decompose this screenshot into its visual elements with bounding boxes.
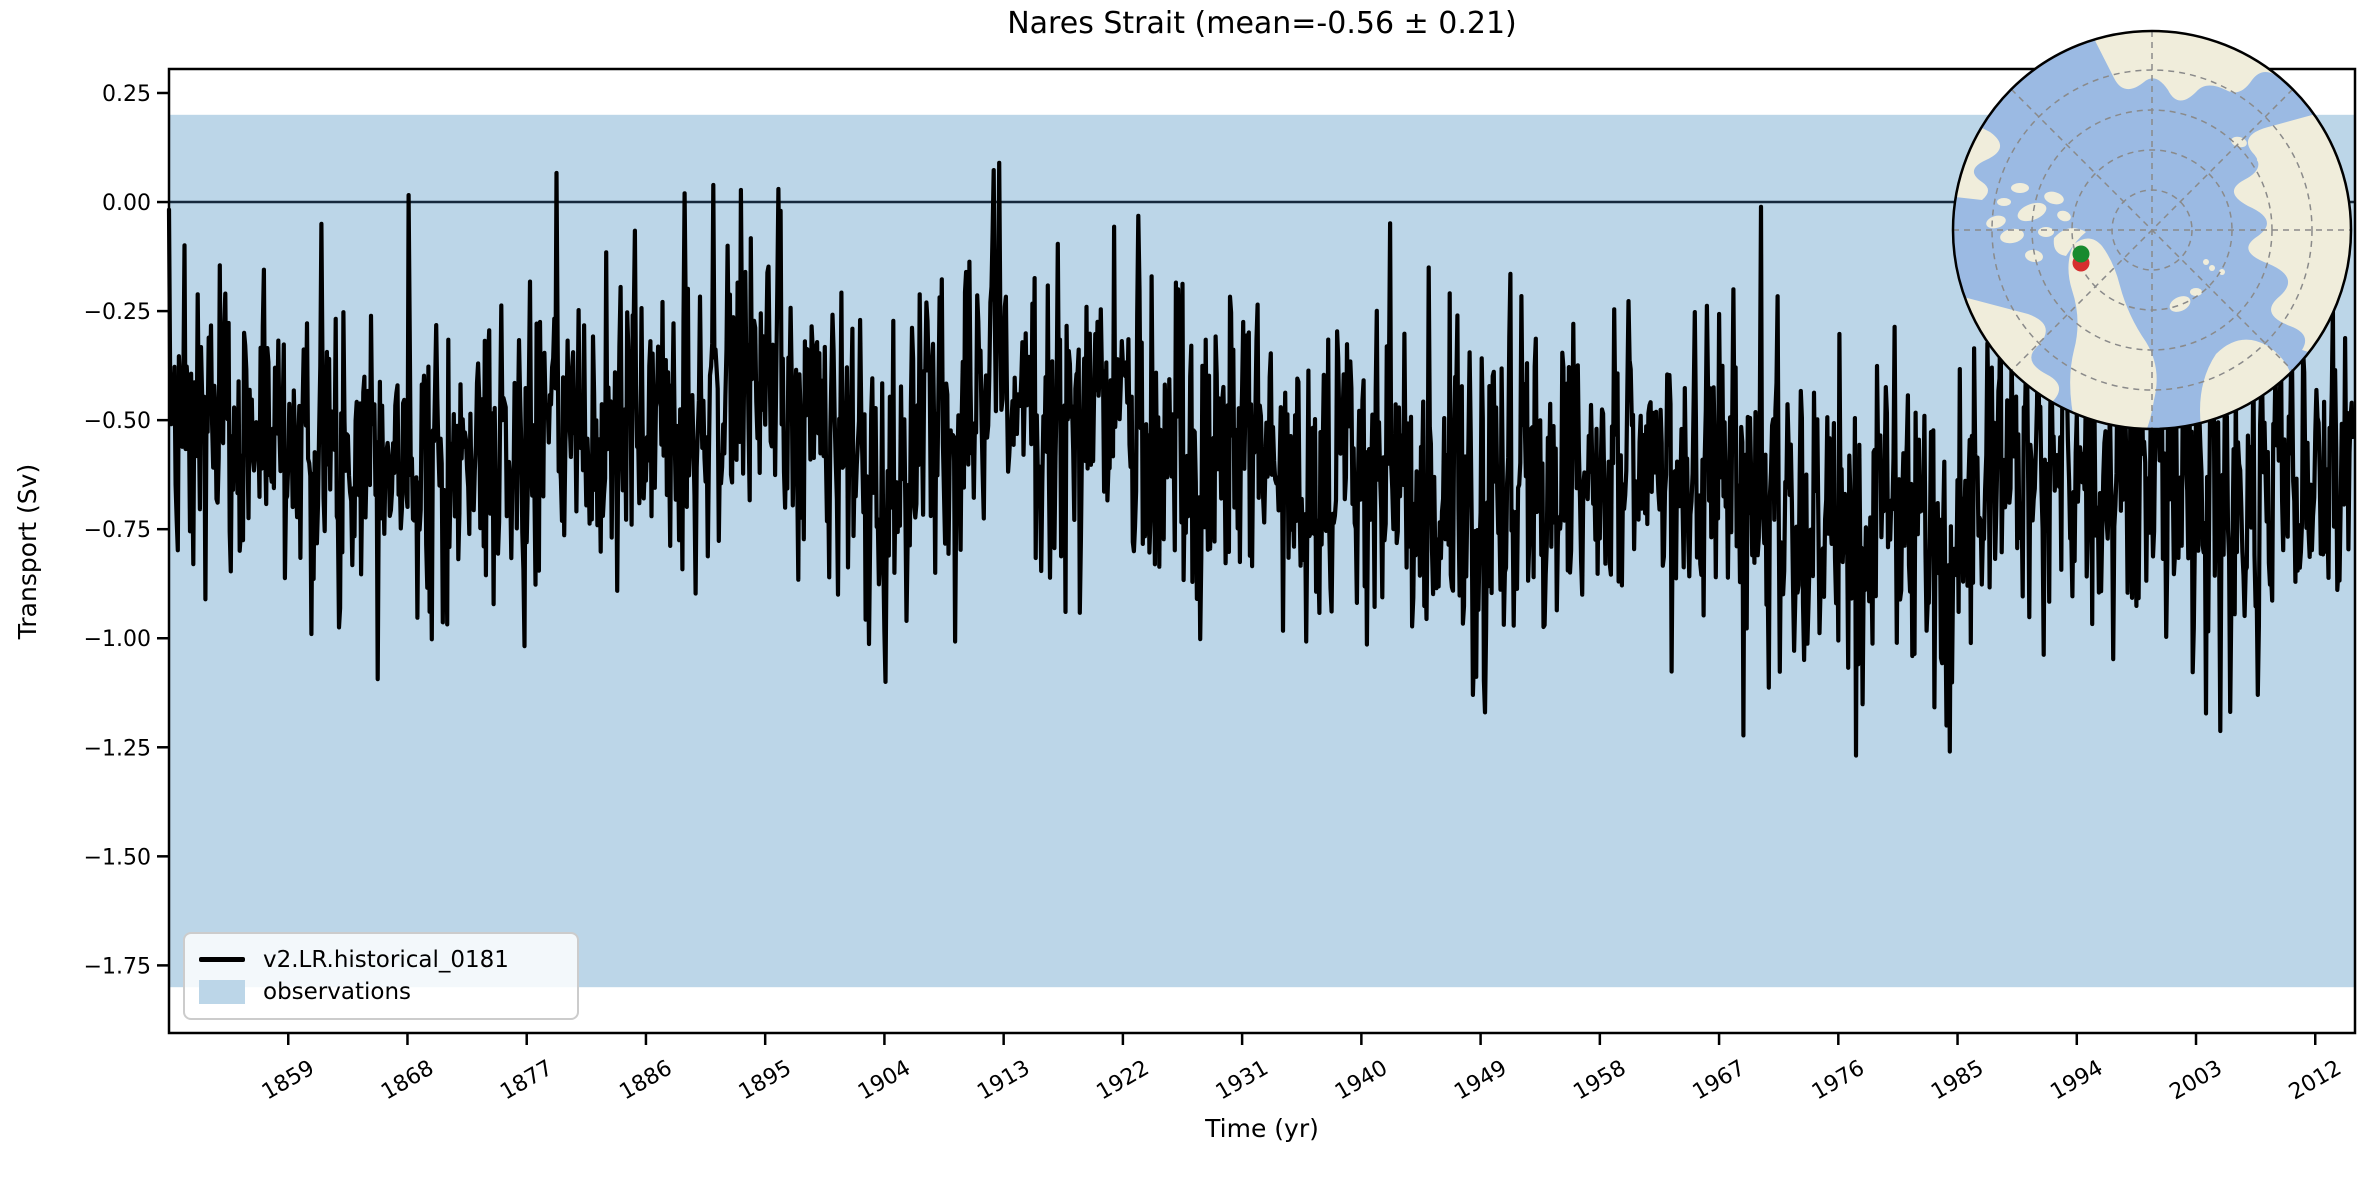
x-tick-label: 1940	[1331, 1056, 1392, 1106]
map-island	[2057, 210, 2071, 222]
map-island	[1997, 198, 2011, 206]
map-island	[2190, 288, 2202, 296]
arctic-inset-map	[1951, 29, 2353, 431]
map-landmass	[2234, 100, 2351, 370]
axes-spines	[167, 67, 2357, 1035]
model-location-marker	[2072, 245, 2090, 263]
x-tick-label: 1922	[1092, 1056, 1153, 1106]
map-island	[2000, 228, 2024, 244]
map-island	[1986, 215, 2006, 229]
map-island	[2219, 269, 2225, 275]
x-tick-label: 1904	[854, 1056, 915, 1106]
x-tick-label: 1976	[1808, 1056, 1869, 1106]
map-island	[2209, 265, 2215, 271]
map-island	[2038, 227, 2054, 237]
x-tick-label: 2003	[2166, 1056, 2227, 1106]
map-island	[2011, 183, 2029, 193]
x-tick-label: 1859	[258, 1056, 319, 1106]
x-tick-label: 1913	[973, 1056, 1034, 1106]
x-tick-label: 1877	[496, 1056, 557, 1106]
x-tick-label: 2012	[2285, 1056, 2346, 1106]
legend-line-swatch	[199, 957, 245, 963]
chart-title: Nares Strait (mean=-0.56 ± 0.21)	[1007, 6, 1517, 41]
y-axis-label-wrap: Transport (Sv)	[6, 0, 50, 1102]
y-tick-label: −1.75	[84, 954, 151, 979]
map-island	[2017, 202, 2047, 222]
legend: v2.LR.historical_0181 observations	[183, 932, 579, 1020]
map-graticule-meridian	[2010, 88, 2294, 372]
y-axis-label: Transport (Sv)	[13, 463, 43, 639]
y-tick-label: 0.00	[102, 191, 151, 216]
x-tick-label: 1994	[2046, 1056, 2107, 1106]
y-tick-label: −0.75	[84, 518, 151, 543]
map-island	[2203, 259, 2209, 265]
map-island	[2025, 249, 2043, 263]
legend-label-observations: observations	[263, 979, 412, 1006]
x-tick-label: 1868	[377, 1056, 438, 1106]
map-landmass	[2068, 238, 2157, 429]
map-island	[2257, 157, 2267, 163]
model-timeseries-line	[166, 160, 2356, 758]
x-tick-label: 1958	[1569, 1056, 1630, 1106]
map-island	[2044, 191, 2064, 205]
y-tick-label: −1.25	[84, 736, 151, 761]
map-island	[2169, 296, 2191, 312]
legend-label-model: v2.LR.historical_0181	[263, 946, 509, 973]
y-tick-label: −0.50	[84, 409, 151, 434]
map-border	[1951, 29, 2353, 431]
legend-item-observations: observations	[199, 979, 563, 1005]
x-tick-label: 1886	[616, 1056, 677, 1106]
y-tick-label: −1.00	[84, 627, 151, 652]
x-tick-label: 1949	[1450, 1056, 1511, 1106]
map-landmass	[2053, 228, 2086, 256]
x-axis-label: Time (yr)	[1205, 1114, 1319, 1143]
x-tick-label: 1895	[735, 1056, 796, 1106]
x-tick-label: 1967	[1689, 1056, 1750, 1106]
x-tick-label: 1931	[1212, 1056, 1273, 1106]
x-tick-label: 1985	[1927, 1056, 1988, 1106]
y-tick-label: 0.25	[102, 82, 151, 107]
y-tick-label: −0.25	[84, 300, 151, 325]
legend-patch-swatch	[199, 980, 245, 1005]
y-tick-label: −1.50	[84, 845, 151, 870]
legend-item-model: v2.LR.historical_0181	[199, 947, 563, 973]
